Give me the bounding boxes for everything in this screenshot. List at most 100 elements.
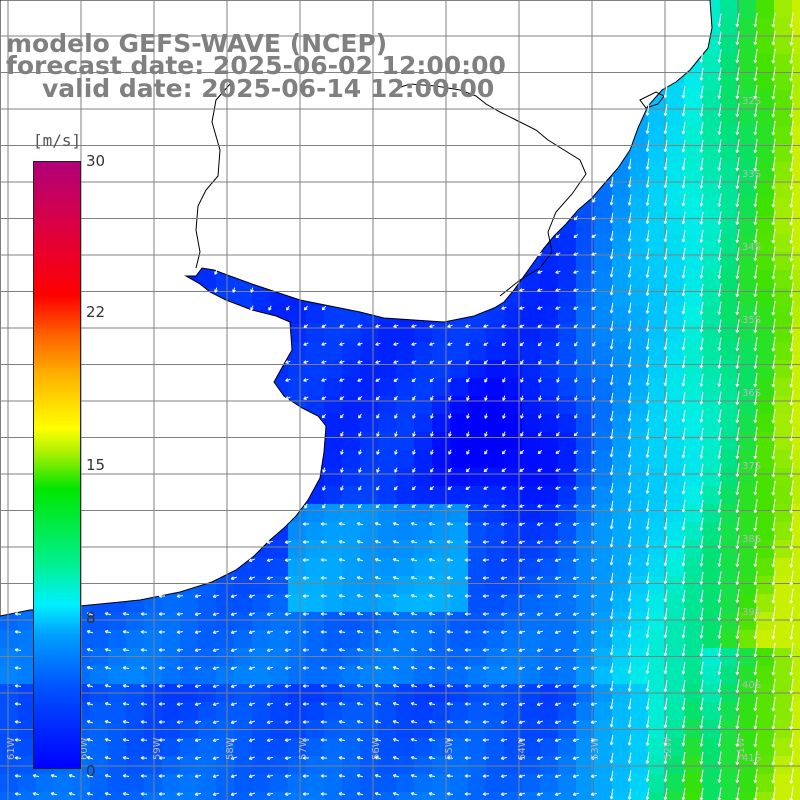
speed-cell [576, 306, 595, 325]
wind-arrow [753, 265, 758, 280]
speed-cell [594, 612, 613, 631]
latitude-label: 38S [742, 534, 761, 545]
wind-arrow [447, 324, 453, 328]
speed-cell [738, 162, 757, 181]
speed-cell [36, 792, 55, 800]
wind-arrow [663, 266, 668, 279]
speed-cell [288, 630, 307, 649]
speed-cell [18, 702, 37, 721]
wind-arrow [573, 215, 578, 221]
wind-arrow [753, 103, 758, 118]
speed-cell [486, 666, 505, 685]
speed-cell [108, 756, 127, 775]
speed-cell [486, 648, 505, 667]
speed-cell [594, 198, 613, 217]
speed-cell [702, 432, 721, 451]
speed-cell [630, 576, 649, 595]
wind-arrow [501, 324, 507, 328]
speed-cell [396, 522, 415, 541]
wind-arrow [699, 301, 704, 315]
speed-cell [576, 612, 595, 631]
speed-cell [396, 432, 415, 451]
speed-cell [594, 450, 613, 469]
speed-cell [396, 666, 415, 685]
speed-cell [360, 486, 379, 505]
speed-cell [756, 774, 775, 793]
speed-cell [306, 522, 325, 541]
speed-cell [378, 522, 397, 541]
speed-cell [720, 126, 739, 145]
speed-cell [198, 270, 217, 289]
speed-cell [234, 792, 253, 800]
speed-cell [738, 72, 757, 91]
speed-cell [558, 756, 577, 775]
speed-cell [720, 54, 739, 73]
speed-cell [414, 594, 433, 613]
speed-cell [540, 630, 559, 649]
colorbar-tick-max: 30 [86, 152, 106, 170]
speed-cell [306, 612, 325, 631]
wind-arrow [501, 306, 507, 310]
speed-cell [792, 396, 800, 415]
wind-arrow [609, 176, 614, 188]
speed-cell [666, 486, 685, 505]
speed-cell [576, 594, 595, 613]
speed-cell [540, 738, 559, 757]
speed-cell [450, 612, 469, 631]
speed-cell [108, 774, 127, 793]
speed-cell [414, 504, 433, 523]
speed-cell [432, 450, 451, 469]
speed-cell [576, 468, 595, 487]
speed-cell [630, 162, 649, 181]
speed-cell [756, 666, 775, 685]
wind-arrow [735, 103, 740, 117]
speed-cell [774, 180, 793, 199]
speed-cell [396, 504, 415, 523]
speed-cell [666, 756, 685, 775]
wind-arrow [771, 174, 776, 190]
speed-cell [630, 792, 649, 800]
speed-cell [450, 558, 469, 577]
wind-arrow [699, 229, 704, 243]
speed-cell [360, 630, 379, 649]
speed-cell [684, 342, 703, 361]
speed-cell [648, 234, 667, 253]
speed-cell [792, 576, 800, 595]
speed-cell [540, 324, 559, 343]
wind-arrow [573, 288, 579, 292]
speed-cell [792, 486, 800, 505]
speed-cell [756, 180, 775, 199]
speed-cell [378, 432, 397, 451]
speed-cell [324, 594, 343, 613]
speed-cell [540, 342, 559, 361]
speed-cell [324, 666, 343, 685]
wind-arrow [609, 212, 614, 224]
speed-cell [288, 324, 307, 343]
speed-cell [324, 648, 343, 667]
speed-cell [648, 270, 667, 289]
speed-cell [630, 612, 649, 631]
speed-cell [558, 378, 577, 397]
wind-arrow [681, 229, 686, 243]
speed-cell [540, 522, 559, 541]
speed-cell [684, 432, 703, 451]
latitude-label: 35S [742, 315, 761, 326]
speed-cell [756, 702, 775, 721]
speed-cell [270, 576, 289, 595]
speed-cell [684, 576, 703, 595]
speed-cell [702, 72, 721, 91]
wind-arrow [771, 30, 776, 46]
speed-cell [504, 396, 523, 415]
speed-cell [0, 792, 19, 800]
speed-cell [630, 738, 649, 757]
wind-arrow [699, 121, 704, 135]
speed-cell [450, 522, 469, 541]
speed-cell [324, 702, 343, 721]
speed-cell [720, 648, 739, 667]
wind-arrow [717, 283, 722, 297]
speed-cell [702, 450, 721, 469]
speed-cell [18, 756, 37, 775]
speed-cell [342, 702, 361, 721]
speed-cell [720, 342, 739, 361]
wind-arrow [268, 305, 272, 311]
